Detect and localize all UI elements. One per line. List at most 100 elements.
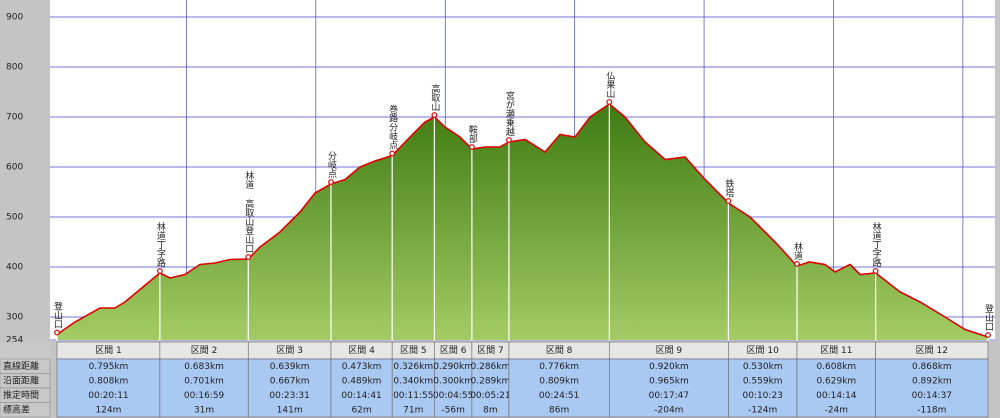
- section-value: 0.920km: [649, 362, 689, 372]
- y-tick-label: 300: [6, 313, 23, 323]
- section-value: -204m: [654, 405, 683, 415]
- section-value: -24m: [825, 405, 848, 415]
- waypoint-marker: [245, 254, 252, 260]
- section-value: 00:04:55: [433, 391, 473, 401]
- section-value: 00:14:37: [912, 391, 952, 401]
- section-value: 0.629km: [816, 376, 856, 386]
- waypoint-label: 高取山: [429, 83, 440, 111]
- section-value: 0.795km: [89, 362, 129, 372]
- section-value: 00:24:51: [539, 391, 579, 401]
- terrain-line: [56, 103, 989, 338]
- section-header: 区間 4: [348, 345, 375, 356]
- section-value: 8m: [483, 405, 498, 415]
- row-label: 標高差: [3, 403, 30, 415]
- section-header: 区間 3: [276, 345, 303, 356]
- section-value: 0.809km: [539, 376, 579, 386]
- section-cell: [875, 358, 989, 418]
- waypoint-label: 分岐点: [326, 151, 337, 179]
- section-header: 区間 2: [191, 345, 218, 356]
- section-value: 00:11:55: [393, 391, 433, 401]
- section-value: 0.473km: [342, 362, 382, 372]
- waypoint-marker: [328, 179, 334, 185]
- section-value: 0.300km: [433, 376, 473, 386]
- section-value: 00:05:21: [470, 391, 510, 401]
- section-value: 62m: [351, 405, 371, 415]
- section-cell: [434, 358, 473, 418]
- section-value: 0.683km: [184, 362, 224, 372]
- section-header: 区間 11: [820, 345, 852, 356]
- section-value: 0.289km: [471, 376, 511, 386]
- section-value: 124m: [95, 405, 121, 415]
- section-value: 0.608km: [816, 362, 856, 372]
- waypoint-label: 巻路分岐点: [387, 103, 398, 150]
- section-value: 0.868km: [912, 362, 952, 372]
- section-cell: [508, 358, 610, 418]
- waypoint-marker: [389, 150, 396, 157]
- waypoint-label: 鞍部: [467, 124, 478, 144]
- waypoint-marker: [985, 332, 991, 338]
- section-cell: [56, 358, 161, 418]
- section-cell: [471, 358, 510, 418]
- waypoint-marker: [156, 268, 163, 274]
- waypoint-label: 林道丁字路: [871, 221, 882, 268]
- section-value: 0.290km: [433, 362, 473, 372]
- section-header: 区間 7: [477, 345, 504, 356]
- row-label: 推定時間: [3, 389, 39, 401]
- section-value: 0.965km: [649, 376, 689, 386]
- section-value: 00:20:11: [88, 391, 128, 401]
- section-value: 0.326km: [393, 362, 433, 372]
- waypoint-label: 宮が瀬乗越: [504, 90, 515, 136]
- section-value: 00:23:31: [269, 391, 309, 401]
- section-value: 00:17:47: [649, 391, 689, 401]
- section-value: 0.530km: [743, 362, 783, 372]
- y-tick-label: 800: [6, 63, 23, 73]
- y-tick-label: 400: [6, 263, 23, 273]
- section-header: 区間 10: [747, 345, 780, 356]
- section-cell: [796, 358, 876, 418]
- section-value: 0.701km: [184, 376, 224, 386]
- waypoint-marker: [431, 112, 438, 118]
- waypoint-marker: [606, 99, 613, 105]
- section-value: 0.639km: [270, 362, 310, 372]
- y-tick-label: 254: [6, 336, 23, 346]
- section-cell: [391, 358, 435, 418]
- waypoint-label: 仏果山: [604, 71, 615, 98]
- section-cell: [159, 358, 249, 418]
- section-cell: [609, 358, 729, 418]
- section-value: 0.559km: [743, 376, 783, 386]
- section-value: 86m: [549, 405, 569, 415]
- waypoint-marker: [725, 198, 732, 204]
- row-label: 沿面距離: [3, 374, 39, 386]
- section-value: 00:14:14: [816, 391, 857, 401]
- waypoint-marker: [794, 261, 800, 267]
- waypoint-marker: [506, 137, 512, 143]
- section-cell: [330, 358, 393, 418]
- section-value: 00:14:41: [341, 391, 381, 401]
- y-tick-label: 700: [6, 113, 23, 123]
- section-value: 0.667km: [270, 376, 310, 386]
- y-tick-label: 900: [6, 13, 23, 23]
- y-tick-label: 500: [6, 213, 23, 223]
- section-value: 0.892km: [912, 376, 952, 386]
- waypoint-marker: [872, 268, 879, 274]
- section-header: 区間 12: [916, 345, 948, 356]
- section-value: -56m: [441, 405, 464, 415]
- row-label: 直線距離: [3, 360, 39, 372]
- section-header: 区間 6: [440, 345, 467, 356]
- section-value: 0.489km: [342, 376, 382, 386]
- waypoint-marker: [54, 329, 60, 336]
- section-value: -118m: [917, 405, 946, 415]
- waypoint-label: 林道: [792, 241, 803, 261]
- section-header: 区間 8: [546, 345, 573, 356]
- section-value: 141m: [277, 405, 303, 415]
- terrain-area: [57, 104, 988, 340]
- waypoint-label: 登山口: [52, 301, 63, 328]
- section-value: 0.286km: [471, 362, 511, 372]
- section-value: 0.776km: [539, 362, 579, 372]
- section-header: 区間 5: [400, 345, 427, 356]
- waypoint-label: 林道 高取山登山口: [243, 170, 254, 253]
- waypoint-label: 林道丁字路: [155, 221, 166, 268]
- section-value: 0.808km: [89, 376, 129, 386]
- y-tick-label: 600: [6, 163, 23, 173]
- section-header: 区間 1: [95, 345, 122, 356]
